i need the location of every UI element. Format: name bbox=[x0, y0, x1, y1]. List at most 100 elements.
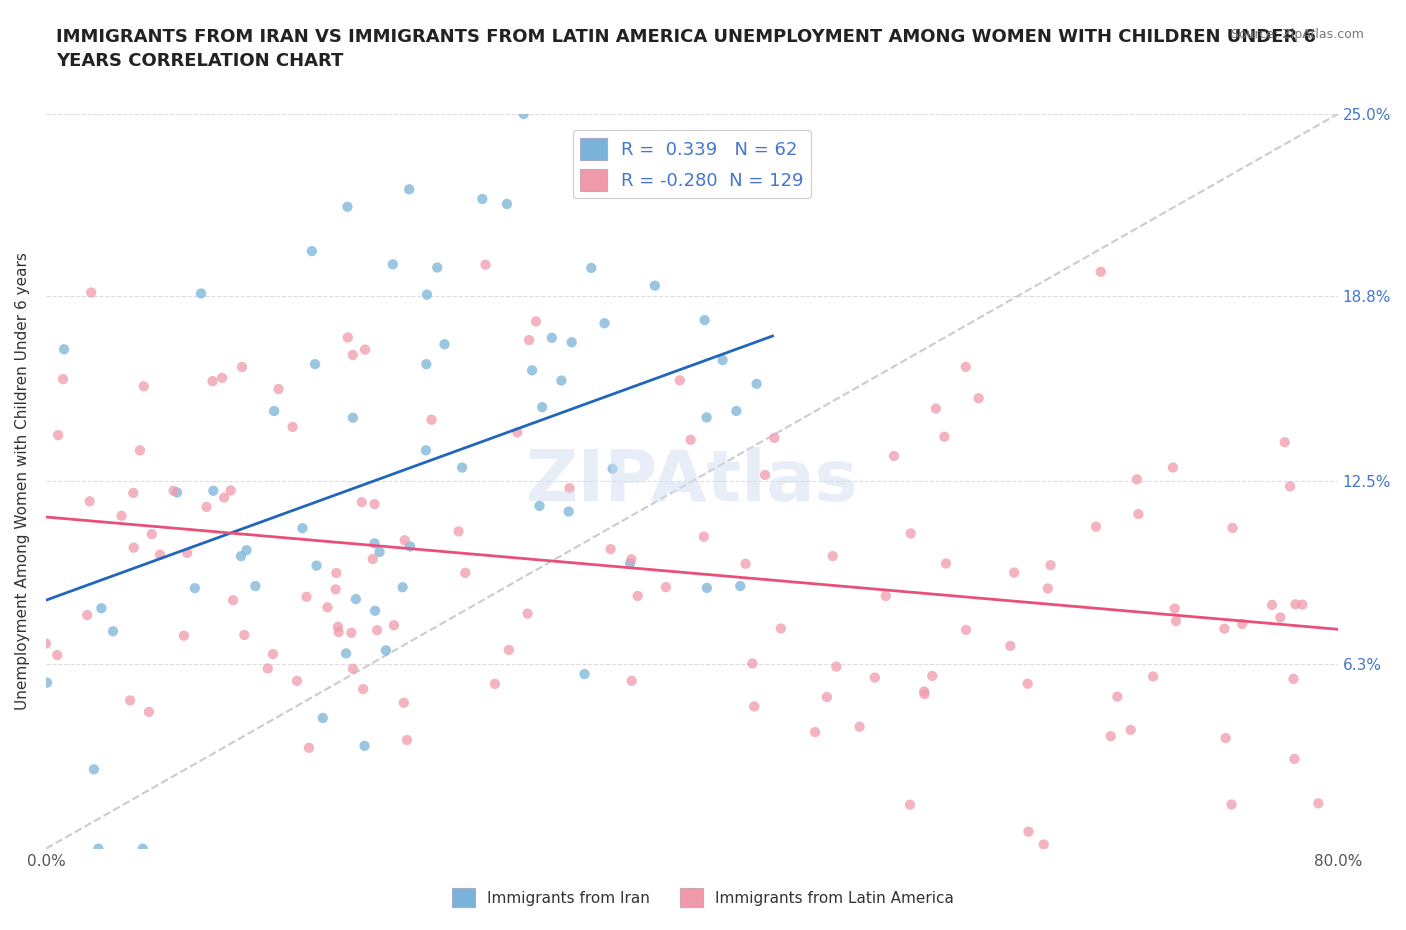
Point bbox=[531, 400, 554, 415]
Point bbox=[350, 495, 373, 510]
Point bbox=[90, 601, 112, 616]
Point bbox=[173, 629, 195, 644]
Point bbox=[516, 606, 538, 621]
Point bbox=[184, 580, 207, 595]
Point bbox=[305, 558, 328, 573]
Text: ZIPAtlas: ZIPAtlas bbox=[526, 446, 858, 516]
Point bbox=[415, 443, 437, 458]
Point bbox=[291, 521, 314, 536]
Point bbox=[231, 360, 253, 375]
Point bbox=[1017, 676, 1039, 691]
Point bbox=[1000, 639, 1022, 654]
Point bbox=[914, 686, 936, 701]
Point bbox=[353, 738, 375, 753]
Point bbox=[925, 401, 948, 416]
Point bbox=[326, 619, 349, 634]
Point bbox=[129, 443, 152, 458]
Point bbox=[391, 579, 413, 594]
Point bbox=[281, 419, 304, 434]
Point bbox=[1213, 621, 1236, 636]
Point bbox=[693, 312, 716, 327]
Point bbox=[728, 578, 751, 593]
Point bbox=[742, 699, 765, 714]
Point bbox=[342, 348, 364, 363]
Point bbox=[398, 182, 420, 197]
Point bbox=[1128, 507, 1150, 522]
Point bbox=[352, 682, 374, 697]
Point bbox=[804, 724, 827, 739]
Point bbox=[363, 497, 385, 512]
Point bbox=[967, 391, 990, 405]
Point bbox=[363, 536, 385, 551]
Point bbox=[374, 643, 396, 658]
Point bbox=[336, 199, 359, 214]
Point bbox=[883, 448, 905, 463]
Point bbox=[754, 468, 776, 483]
Point bbox=[540, 330, 562, 345]
Point bbox=[298, 740, 321, 755]
Point bbox=[80, 286, 103, 300]
Point bbox=[316, 600, 339, 615]
Point bbox=[392, 696, 415, 711]
Point bbox=[394, 533, 416, 548]
Point bbox=[340, 625, 363, 640]
Point bbox=[496, 196, 519, 211]
Point bbox=[420, 412, 443, 427]
Point bbox=[451, 460, 474, 475]
Point bbox=[233, 628, 256, 643]
Point bbox=[1230, 617, 1253, 631]
Point bbox=[368, 545, 391, 560]
Point bbox=[1036, 581, 1059, 596]
Point bbox=[342, 661, 364, 676]
Point bbox=[484, 676, 506, 691]
Point bbox=[46, 647, 69, 662]
Point bbox=[1308, 796, 1330, 811]
Point bbox=[122, 540, 145, 555]
Point bbox=[262, 646, 284, 661]
Point bbox=[474, 258, 496, 272]
Point bbox=[312, 711, 335, 725]
Point bbox=[934, 430, 956, 445]
Point bbox=[122, 485, 145, 500]
Point bbox=[1164, 601, 1187, 616]
Point bbox=[1222, 521, 1244, 536]
Point bbox=[1164, 614, 1187, 629]
Point bbox=[593, 316, 616, 331]
Point bbox=[696, 580, 718, 595]
Point bbox=[815, 689, 838, 704]
Point bbox=[1090, 264, 1112, 279]
Point bbox=[149, 547, 172, 562]
Point bbox=[1279, 479, 1302, 494]
Point bbox=[769, 621, 792, 636]
Point bbox=[506, 425, 529, 440]
Point bbox=[679, 432, 702, 447]
Point bbox=[426, 260, 449, 275]
Point bbox=[561, 335, 583, 350]
Point bbox=[52, 372, 75, 387]
Point bbox=[301, 244, 323, 259]
Point bbox=[176, 546, 198, 561]
Point bbox=[201, 374, 224, 389]
Point bbox=[875, 589, 897, 604]
Point bbox=[381, 257, 404, 272]
Point bbox=[599, 541, 621, 556]
Point bbox=[627, 589, 650, 604]
Point bbox=[619, 556, 641, 571]
Point bbox=[211, 370, 233, 385]
Point bbox=[76, 607, 98, 622]
Point bbox=[900, 526, 922, 541]
Point bbox=[79, 494, 101, 509]
Point bbox=[1291, 597, 1313, 612]
Point bbox=[53, 342, 76, 357]
Point bbox=[1039, 558, 1062, 573]
Point bbox=[1126, 472, 1149, 486]
Point bbox=[162, 484, 184, 498]
Legend: R =  0.339   N = 62, R = -0.280  N = 129: R = 0.339 N = 62, R = -0.280 N = 129 bbox=[572, 130, 811, 198]
Point bbox=[382, 618, 405, 632]
Point bbox=[655, 579, 678, 594]
Point bbox=[335, 646, 357, 661]
Point bbox=[364, 604, 387, 618]
Point bbox=[921, 669, 943, 684]
Point bbox=[395, 733, 418, 748]
Point bbox=[1119, 723, 1142, 737]
